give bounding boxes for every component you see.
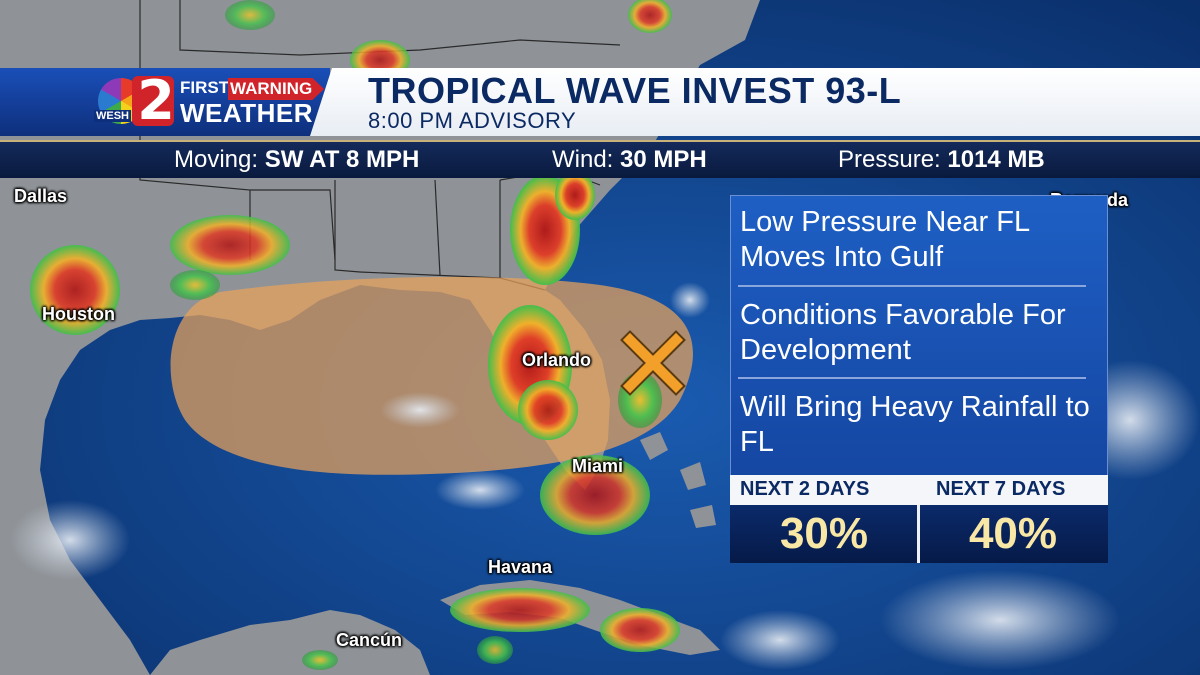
land-bahamas [640, 432, 716, 528]
city-label-havana: Havana [488, 557, 553, 577]
channel-number: 2 [137, 69, 175, 132]
panel-divider [738, 377, 1086, 379]
brand-first: FIRST [180, 78, 230, 97]
brand-weather: WEATHER [180, 98, 314, 128]
stat-pressure-label: Pressure: [838, 146, 941, 173]
stat-moving-value: SW AT 8 MPH [264, 146, 420, 173]
city-label-miami: Miami [572, 456, 624, 476]
development-area [170, 276, 694, 475]
outlook-header-row [730, 475, 1108, 505]
stat-wind-value: 30 MPH [620, 146, 707, 173]
next-2-days-chance: 30% [779, 509, 869, 558]
panel-point-3: Will Bring Heavy Rainfall to FL [740, 391, 1090, 458]
stat-wind: Wind: 30 MPH [552, 146, 707, 174]
stat-moving: Moving: SW AT 8 MPH [174, 146, 419, 174]
next-7-days-chance: 40% [968, 509, 1058, 558]
page-title: TROPICAL WAVE INVEST 93-L [368, 70, 902, 111]
next-2-days-label: NEXT 2 DAYS [740, 478, 870, 500]
stat-pressure: Pressure: 1014 MB [838, 146, 1045, 174]
stat-moving-label: Moving: [174, 146, 259, 173]
stats-bar [0, 140, 1200, 178]
panel-point-2: Conditions Favorable For Development [740, 299, 1066, 366]
disturbance-marker-icon [620, 330, 686, 396]
title-banner [310, 68, 1200, 136]
panel-point-1: Low Pressure Near FL Moves Into Gulf [740, 206, 1030, 273]
next-7-days-label: NEXT 7 DAYS [936, 478, 1066, 500]
city-label-cancun: Cancún [336, 630, 403, 650]
outlook-divider [917, 505, 920, 563]
advisory-time: 8:00 PM ADVISORY [368, 108, 577, 133]
stat-wind-label: Wind: [552, 146, 614, 173]
city-label-dallas: Dallas [14, 186, 68, 206]
land-mexico [150, 610, 430, 675]
city-label-houston: Houston [42, 304, 115, 324]
panel-divider [738, 285, 1086, 287]
stat-pressure-value: 1014 MB [947, 146, 1045, 173]
city-label-orlando: Orlando [522, 350, 592, 370]
station-call-sign: WESH [94, 110, 131, 122]
channel-badge [132, 76, 174, 126]
brand-warning: WARNING [228, 78, 324, 100]
